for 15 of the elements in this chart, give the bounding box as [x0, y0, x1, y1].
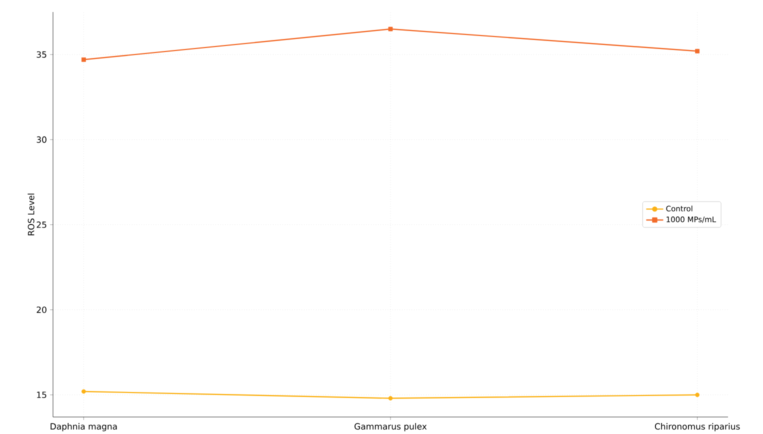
y-tick-label: 20	[36, 306, 46, 314]
x-tick-label: Gammarus pulex	[354, 423, 427, 432]
y-tick-label: 35	[36, 51, 46, 58]
y-tick-label: 25	[36, 221, 46, 228]
x-tick-label: Chironomus riparius	[654, 423, 740, 432]
point	[388, 26, 393, 32]
x-tick-label: Daphnia magna	[50, 423, 117, 432]
point	[695, 48, 700, 54]
point	[81, 57, 86, 62]
point	[81, 389, 86, 394]
y-tick-label: 15	[37, 392, 46, 398]
y-axis-title: ROS Level	[28, 194, 34, 236]
point	[388, 396, 393, 400]
point	[695, 392, 700, 398]
y-tick-label: 30	[36, 136, 46, 143]
